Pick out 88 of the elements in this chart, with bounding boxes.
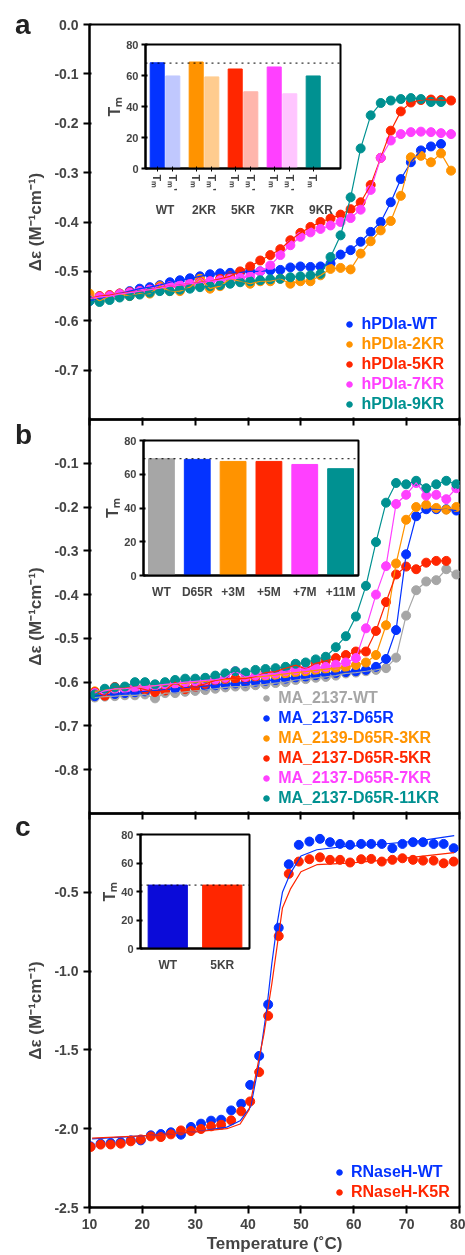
y-tick-label: 20 [121, 914, 134, 926]
y-tick-label: 0 [127, 942, 134, 955]
text: Tₘ [151, 174, 164, 189]
y-tick-label: -0.5 [54, 884, 79, 901]
y-tick-label: 60 [124, 468, 137, 481]
legend-label: MA_2137-D65R-11KR [278, 788, 440, 808]
y-tick-label: 0 [132, 162, 139, 175]
x-tick-label: 10 [81, 1215, 98, 1232]
x-axis-title: Temperature (˚C) [206, 1233, 343, 1253]
y-tick-label: -0.2 [54, 115, 79, 132]
y-tick-label: -0.1 [54, 455, 79, 472]
y-tick-label: -0.5 [54, 263, 79, 280]
text: Tₘ' [205, 174, 218, 191]
y-tick-label: 40 [126, 100, 139, 113]
y-axis-title: Tₘ [106, 96, 124, 117]
y-tick-label: -1.5 [54, 1041, 79, 1058]
x-tick-label: 5KR [231, 202, 256, 217]
text: c [15, 811, 31, 843]
y-tick-label: -0.8 [54, 761, 79, 778]
y-tick-label: 80 [124, 434, 137, 447]
y-tick-label: -0.6 [54, 674, 79, 691]
x-tick-label: 30 [187, 1215, 204, 1232]
x-tick-label: 9KR [309, 202, 334, 217]
legend-label: MA_2137-D65R [278, 708, 394, 728]
x-tick-label: 80 [449, 1215, 465, 1232]
y-tick-label: 60 [121, 857, 134, 869]
x-tick-label: 40 [240, 1215, 257, 1232]
x-tick-label: 70 [398, 1215, 415, 1232]
legend-label: hPDIa-WT [361, 314, 437, 334]
y-tick-label: -0.4 [54, 586, 79, 603]
x-tick-label: WT [152, 584, 172, 599]
text: a [15, 9, 31, 41]
y-axis-title: Δε (M⁻¹cm⁻¹) [26, 172, 46, 272]
y-tick-label: 40 [124, 502, 137, 514]
text: Tₘ' [166, 174, 179, 192]
text: Tₘ [307, 174, 320, 189]
y-tick-label: -0.3 [54, 542, 79, 559]
y-tick-label: -0.1 [54, 65, 79, 82]
text: Tₘ [190, 174, 203, 189]
text: Tₘ [268, 174, 281, 189]
x-tick-label: 5KR [210, 957, 235, 972]
legend-label: MA_2137-D65R-7KR [278, 768, 432, 788]
y-tick-label: 20 [126, 131, 139, 144]
y-tick-label: -0.4 [54, 214, 79, 230]
y-axis-title: Tₘ [101, 881, 119, 902]
y-tick-label: 80 [121, 828, 134, 841]
x-tick-label: +11M [325, 584, 356, 599]
y-tick-label: -2.5 [54, 1199, 79, 1216]
y-tick-label: -0.6 [54, 312, 79, 329]
legend-label: hPDIa-5KR [361, 354, 445, 374]
legend-label: hPDIa-7KR [361, 374, 445, 394]
y-tick-label: 20 [124, 535, 137, 548]
legend-label: RNaseH-WT [351, 1162, 443, 1182]
x-tick-label: WT [155, 202, 175, 217]
y-tick-label: -0.3 [54, 164, 79, 181]
text: Tₘ' [283, 174, 296, 191]
legend-label: MA_2137-WT [278, 688, 378, 708]
y-axis-title: Tₘ [104, 498, 122, 518]
x-tick-label: 2KR [192, 202, 217, 217]
y-tick-label: 0.0 [59, 16, 79, 33]
y-tick-label: 0 [130, 569, 137, 582]
x-tick-label: +7M [292, 584, 317, 599]
legend-label: RNaseH-K5R [351, 1182, 450, 1202]
y-tick-label: 80 [126, 38, 139, 51]
x-tick-label: WT [158, 957, 178, 972]
y-tick-label: 60 [126, 69, 139, 82]
y-tick-label: -0.7 [54, 362, 79, 379]
text: b [15, 419, 33, 451]
y-tick-label: -1.0 [54, 963, 79, 980]
x-tick-label: +5M [257, 584, 281, 599]
legend-label: hPDIa-9KR [361, 394, 445, 414]
legend-label: MA_2137-D65R-5KR [278, 748, 432, 768]
x-tick-label: 50 [293, 1215, 309, 1232]
y-tick-label: -0.7 [54, 717, 79, 734]
y-axis-title: Δε (M⁻¹cm⁻¹) [26, 961, 46, 1060]
y-tick-label: -0.2 [54, 499, 79, 516]
x-tick-label: 7KR [270, 202, 295, 217]
y-tick-label: 40 [121, 885, 134, 898]
text: Tₘ [229, 174, 242, 189]
x-tick-label: +3M [221, 584, 245, 599]
legend-label: hPDIa-2KR [361, 334, 445, 354]
x-tick-label: 60 [346, 1215, 362, 1232]
y-axis-title: Δε (M⁻¹cm⁻¹) [26, 567, 46, 666]
legend-label: MA_2139-D65R-3KR [278, 728, 432, 748]
y-tick-label: -0.5 [54, 630, 79, 647]
text: Tₘ' [244, 174, 257, 191]
x-tick-label: D65R [181, 584, 213, 599]
y-tick-label: -2.0 [54, 1120, 79, 1137]
